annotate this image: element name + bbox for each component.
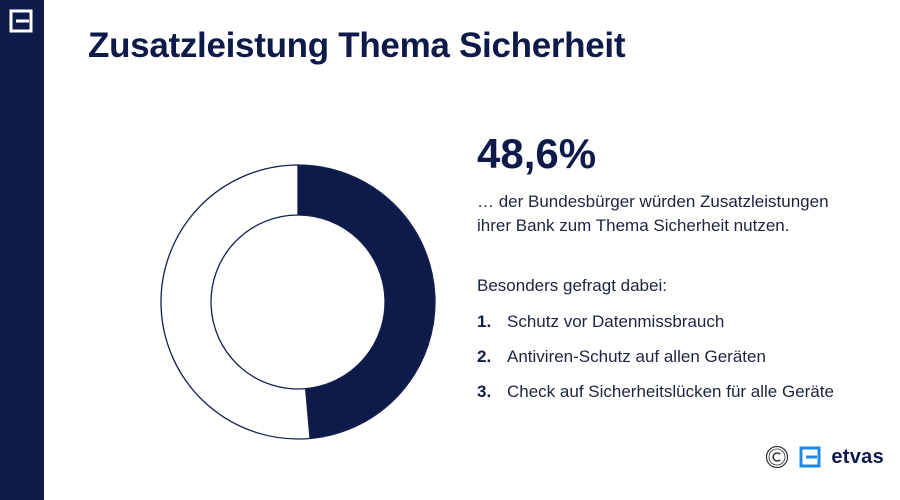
list-item: 1. Schutz vor Datenmissbrauch [477,312,834,347]
feature-list: 1. Schutz vor Datenmissbrauch 2. Antivir… [477,312,834,417]
list-item: 3. Check auf Sicherheitslücken für alle … [477,382,834,417]
stat-description: … der Bundesbürger würden Zusatzleistung… [477,190,887,238]
description-line-1: … der Bundesbürger würden Zusatzleistung… [477,192,829,211]
list-item-number: 2. [477,347,492,366]
donut-chart [160,164,436,440]
donut-slice-2 [160,164,311,440]
description-line-2: ihrer Bank zum Thema Sicherheit nutzen. [477,216,790,235]
list-item: 2. Antiviren-Schutz auf allen Geräten [477,347,834,382]
footer: etvas [765,445,884,469]
copyright-icon [766,445,789,469]
page-title: Zusatzleistung Thema Sicherheit [88,26,626,65]
etvas-brand-icon [799,446,821,468]
list-item-text: Schutz vor Datenmissbrauch [507,312,725,331]
list-heading: Besonders gefragt dabei: [477,276,667,295]
donut-slices [160,164,436,440]
list-item-number: 3. [477,382,492,401]
brand-name: etvas [831,445,884,468]
list-item-text: Check auf Sicherheitslücken für alle Ger… [507,382,834,401]
donut-slice-1 [297,164,436,440]
list-item-number: 1. [477,312,492,331]
stat-value: 48,6% [477,130,597,177]
etvas-logo-icon [9,9,33,33]
list-item-text: Antiviren-Schutz auf allen Geräten [507,347,766,366]
side-bar [0,0,44,500]
